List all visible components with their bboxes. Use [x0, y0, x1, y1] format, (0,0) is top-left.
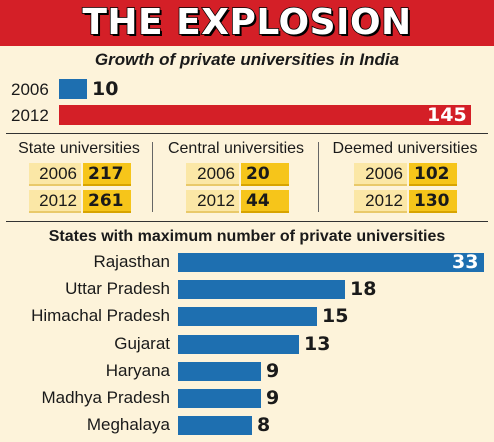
table-value-cell: 44 [241, 190, 289, 213]
state-bar [178, 335, 299, 354]
page-title: THE EXPLOSION [82, 1, 412, 44]
state-label: Himachal Pradesh [31, 306, 170, 325]
state-bar [178, 389, 261, 408]
table-year-cell: 2012 [186, 190, 239, 213]
title-banner [0, 0, 494, 46]
states-chart-title: States with maximum number of private un… [48, 228, 446, 245]
table-value-cell: 261 [83, 190, 131, 213]
state-bar-value: 33 [452, 251, 479, 273]
university-type-header: State universities [18, 140, 140, 157]
state-bar-value: 9 [266, 387, 280, 409]
state-label: Gujarat [114, 334, 170, 353]
state-bar-value: 15 [322, 305, 349, 327]
table-year-cell: 2006 [186, 163, 239, 186]
state-bar [178, 362, 261, 381]
state-label: Uttar Pradesh [65, 279, 170, 298]
growth-year-label: 2006 [11, 80, 49, 99]
table-year-cell: 2006 [354, 163, 407, 186]
state-bar-value: 18 [350, 278, 377, 300]
growth-bar [59, 79, 87, 99]
table-value-cell: 20 [241, 163, 289, 186]
state-bar [178, 280, 345, 299]
table-value-cell: 217 [83, 163, 131, 186]
growth-bar-value: 10 [92, 78, 119, 100]
divider-bottom [6, 221, 488, 222]
state-bar [178, 307, 317, 326]
column-divider [318, 142, 319, 212]
state-bar [178, 416, 252, 435]
state-bar-value: 9 [266, 360, 280, 382]
state-bar [178, 253, 484, 272]
university-type-header: Central universities [167, 140, 305, 157]
university-type-header: Deemed universities [332, 140, 478, 157]
growth-bar-value: 145 [427, 104, 467, 126]
growth-bar [59, 105, 471, 125]
state-label: Rajasthan [93, 252, 170, 271]
table-value-cell: 130 [409, 190, 457, 213]
column-divider [152, 142, 153, 212]
state-bar-value: 8 [257, 414, 271, 436]
table-year-cell: 2012 [354, 190, 407, 213]
growth-year-label: 2012 [11, 106, 49, 125]
state-bar-value: 13 [304, 333, 331, 355]
chart-subtitle: Growth of private universities in India [94, 50, 400, 69]
state-label: Madhya Pradesh [41, 388, 170, 407]
table-year-cell: 2012 [29, 190, 81, 213]
state-label: Meghalaya [86, 415, 170, 434]
state-label: Haryana [105, 361, 170, 380]
table-year-cell: 2006 [29, 163, 81, 186]
divider-top [6, 133, 488, 134]
table-value-cell: 102 [409, 163, 457, 186]
